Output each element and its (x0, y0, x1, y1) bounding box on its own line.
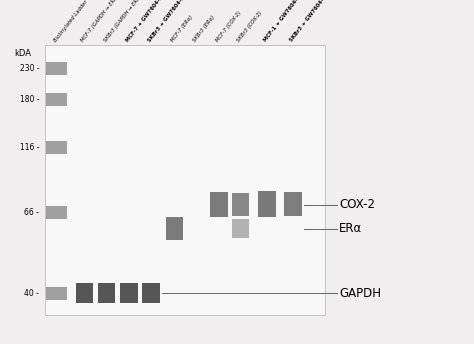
Bar (165, 217, 183, 240)
Text: 116 -: 116 - (20, 143, 39, 152)
Text: kDA: kDA (14, 49, 31, 58)
Bar (210, 192, 228, 217)
Text: 40 -: 40 - (25, 289, 39, 298)
Text: Biotinylated Ladder: Biotinylated Ladder (53, 0, 89, 43)
Text: 180 -: 180 - (20, 95, 39, 104)
Text: SKBr3 + GW7604-Pent-PtCl₂ (GAPDH): SKBr3 + GW7604-Pent-PtCl₂ (GAPDH) (147, 0, 219, 43)
Text: 66 -: 66 - (25, 208, 39, 217)
Bar (46, 206, 67, 219)
Text: SKBr3 (GAPDH → ERα, COX-2): SKBr3 (GAPDH → ERα, COX-2) (103, 0, 155, 43)
Text: 230 -: 230 - (20, 64, 39, 73)
Text: COX-2: COX-2 (339, 198, 375, 211)
Text: MCF-7 + GW7604-Pent-PtCl₂ (GAPDH): MCF-7 + GW7604-Pent-PtCl₂ (GAPDH) (125, 0, 198, 43)
Bar (142, 283, 159, 303)
Bar (231, 193, 249, 216)
Text: SKBr3 (COX-2): SKBr3 (COX-2) (237, 10, 264, 43)
Bar (231, 219, 249, 238)
Text: ERα: ERα (339, 222, 362, 235)
Bar (75, 283, 93, 303)
Text: MCF-7 (GAPDH → ERα, COX-2): MCF-7 (GAPDH → ERα, COX-2) (81, 0, 132, 43)
Bar (46, 287, 67, 300)
Bar (46, 141, 67, 154)
Bar (46, 93, 67, 106)
Text: MCF-7 (COX-2): MCF-7 (COX-2) (215, 10, 242, 43)
Text: MCF-7 (ERα): MCF-7 (ERα) (171, 14, 194, 43)
Bar (120, 283, 137, 303)
Text: SKBr3 (ERα): SKBr3 (ERα) (192, 14, 216, 43)
Bar (98, 283, 116, 303)
Text: SKBr3 + GW7604-Pent-PtCl₂: SKBr3 + GW7604-Pent-PtCl₂ (289, 0, 344, 43)
Text: GAPDH: GAPDH (339, 287, 381, 300)
Bar (46, 62, 67, 75)
Text: MCF-1 + GW7604-Pent-PtCl₂: MCF-1 + GW7604-Pent-PtCl₂ (263, 0, 318, 43)
Bar (258, 191, 276, 217)
Bar (284, 192, 301, 216)
Bar (45, 45, 325, 315)
